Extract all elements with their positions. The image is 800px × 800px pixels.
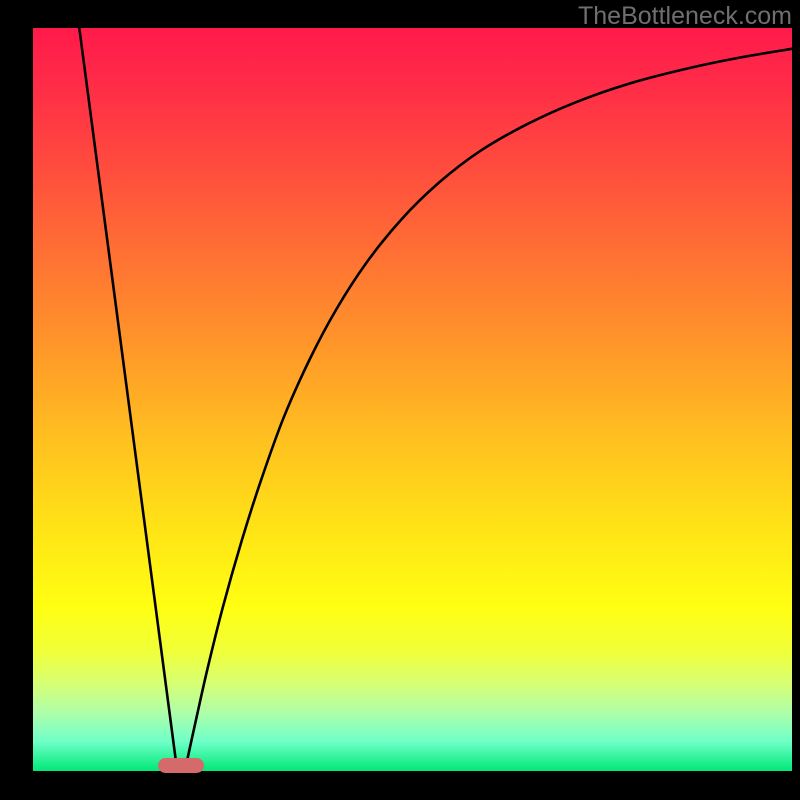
bottleneck-curve: [33, 28, 792, 771]
plot-area: [33, 28, 792, 771]
optimal-range-marker: [158, 758, 204, 773]
chart-container: TheBottleneck.com: [0, 0, 800, 800]
watermark-text: TheBottleneck.com: [578, 2, 792, 31]
